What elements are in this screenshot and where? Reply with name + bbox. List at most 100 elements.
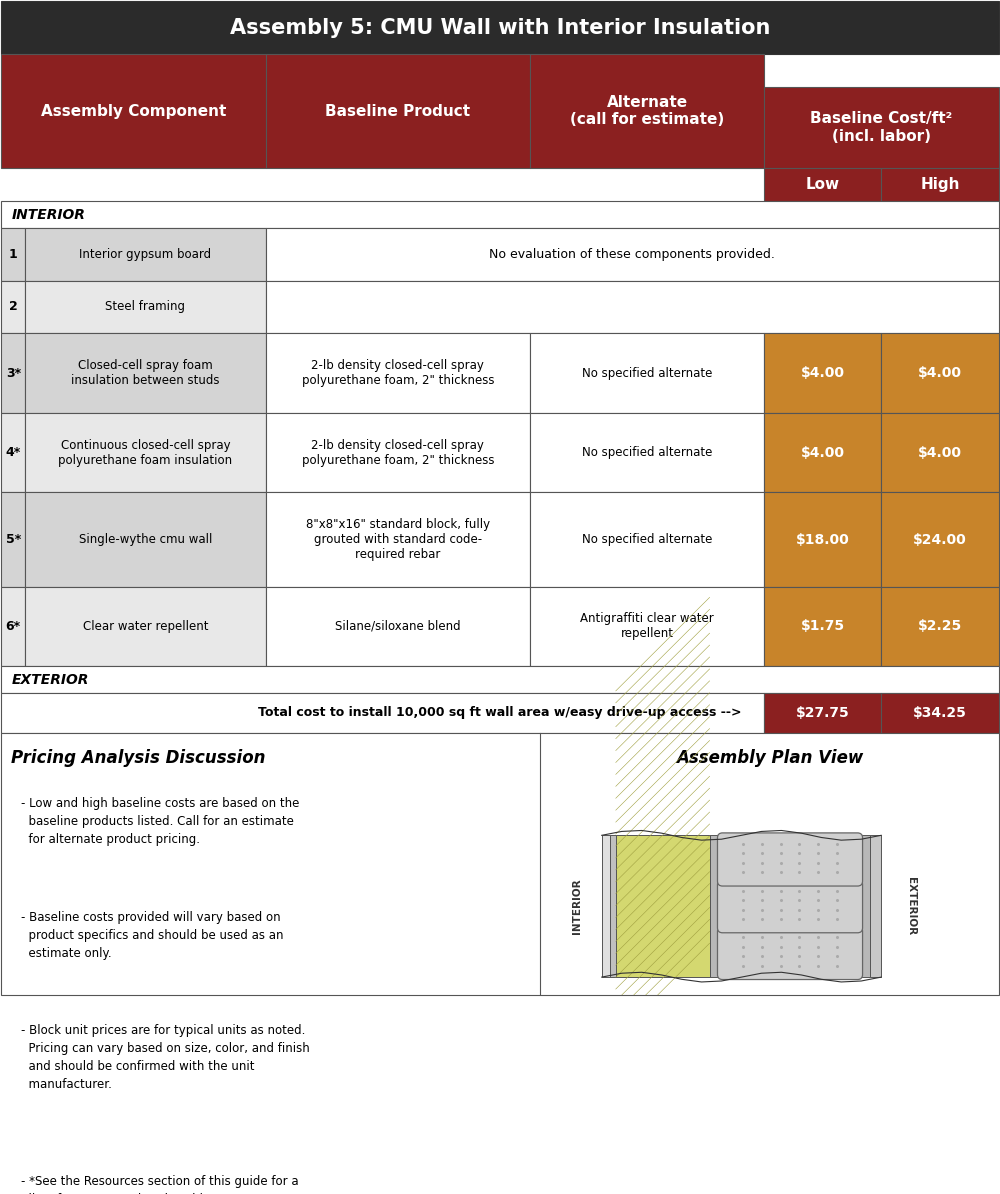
Bar — [25, 228, 266, 281]
Text: Silane/siloxane blend: Silane/siloxane blend — [335, 620, 461, 633]
Text: INTERIOR: INTERIOR — [572, 879, 582, 934]
Bar — [881, 492, 999, 586]
Text: $27.75: $27.75 — [796, 706, 850, 720]
Text: 5*: 5* — [6, 533, 21, 546]
Bar — [710, 836, 870, 977]
Text: $34.25: $34.25 — [913, 706, 967, 720]
Bar — [1, 666, 999, 693]
Text: 6*: 6* — [6, 620, 21, 633]
Bar — [764, 413, 881, 492]
Text: Steel framing: Steel framing — [105, 301, 185, 314]
Bar — [764, 586, 881, 666]
Text: Assembly Plan View: Assembly Plan View — [676, 749, 863, 767]
Text: $1.75: $1.75 — [801, 620, 845, 634]
Text: $2.25: $2.25 — [918, 620, 962, 634]
Text: - Block unit prices are for typical units as noted.
  Pricing can vary based on : - Block unit prices are for typical unit… — [21, 1024, 310, 1091]
Text: - Baseline costs provided will vary based on
  product specifics and should be u: - Baseline costs provided will vary base… — [21, 911, 284, 960]
Bar — [1, 492, 25, 586]
Bar — [1, 201, 999, 228]
Text: No specified alternate: No specified alternate — [582, 447, 712, 458]
Bar — [764, 168, 881, 201]
Text: $4.00: $4.00 — [918, 367, 962, 380]
Bar — [25, 586, 266, 666]
Bar — [1, 333, 25, 413]
Text: EXTERIOR: EXTERIOR — [906, 878, 916, 935]
Text: Interior gypsum board: Interior gypsum board — [79, 248, 211, 260]
Bar — [530, 586, 764, 666]
Bar — [1, 693, 764, 733]
Text: Pricing Analysis Discussion: Pricing Analysis Discussion — [11, 749, 266, 767]
Text: - Low and high baseline costs are based on the
  baseline products listed. Call : - Low and high baseline costs are based … — [21, 798, 300, 847]
Bar — [881, 586, 999, 666]
Text: No specified alternate: No specified alternate — [582, 533, 712, 546]
Bar — [266, 333, 530, 413]
Text: 4*: 4* — [6, 447, 21, 458]
Bar — [1, 54, 266, 168]
Bar — [266, 228, 999, 281]
Text: Alternate
(call for estimate): Alternate (call for estimate) — [570, 96, 724, 128]
Bar — [764, 333, 881, 413]
Bar — [1, 413, 25, 492]
Text: $4.00: $4.00 — [801, 367, 845, 380]
Text: - *See the Resources section of this guide for a
  list of resources related to : - *See the Resources section of this gui… — [21, 1175, 299, 1194]
Text: 2-lb density closed-cell spray
polyurethane foam, 2" thickness: 2-lb density closed-cell spray polyureth… — [302, 359, 494, 387]
Bar — [266, 413, 530, 492]
Bar — [530, 333, 764, 413]
Bar — [1, 733, 999, 996]
Text: No specified alternate: No specified alternate — [582, 367, 712, 380]
Text: Baseline Product: Baseline Product — [325, 104, 470, 118]
Text: 2: 2 — [9, 301, 18, 314]
Bar — [1, 228, 25, 281]
Text: 1: 1 — [9, 248, 18, 260]
Text: Assembly 5: CMU Wall with Interior Insulation: Assembly 5: CMU Wall with Interior Insul… — [230, 18, 770, 38]
Bar — [881, 413, 999, 492]
Bar — [881, 693, 999, 733]
Text: $4.00: $4.00 — [918, 445, 962, 460]
Bar — [870, 836, 881, 977]
Bar — [530, 413, 764, 492]
Bar — [25, 333, 266, 413]
Bar — [266, 492, 530, 586]
Text: $4.00: $4.00 — [801, 445, 845, 460]
Text: $18.00: $18.00 — [796, 533, 850, 547]
Text: Clear water repellent: Clear water repellent — [83, 620, 208, 633]
Text: Single-wythe cmu wall: Single-wythe cmu wall — [79, 533, 212, 546]
Bar — [602, 836, 610, 977]
Bar — [610, 836, 616, 977]
Text: 2-lb density closed-cell spray
polyurethane foam, 2" thickness: 2-lb density closed-cell spray polyureth… — [302, 438, 494, 467]
Text: INTERIOR: INTERIOR — [11, 208, 85, 222]
Bar — [881, 168, 999, 201]
Bar — [1, 281, 25, 333]
Text: Low: Low — [806, 177, 840, 192]
Bar — [530, 492, 764, 586]
Text: Continuous closed-cell spray
polyurethane foam insulation: Continuous closed-cell spray polyurethan… — [58, 438, 232, 467]
Bar — [764, 87, 999, 168]
Bar — [530, 54, 764, 168]
Bar — [881, 333, 999, 413]
Bar — [1, 1, 999, 54]
Text: $24.00: $24.00 — [913, 533, 967, 547]
Bar — [266, 281, 999, 333]
Bar — [266, 54, 530, 168]
Text: Assembly Component: Assembly Component — [41, 104, 226, 118]
Text: High: High — [920, 177, 960, 192]
Text: Total cost to install 10,000 sq ft wall area w/easy drive-up access -->: Total cost to install 10,000 sq ft wall … — [258, 707, 741, 720]
Bar — [25, 281, 266, 333]
Text: 8"x8"x16" standard block, fully
grouted with standard code-
required rebar: 8"x8"x16" standard block, fully grouted … — [306, 518, 490, 561]
Bar — [764, 492, 881, 586]
Text: No evaluation of these components provided.: No evaluation of these components provid… — [489, 248, 775, 260]
Bar — [266, 586, 530, 666]
Bar — [25, 413, 266, 492]
Bar — [25, 492, 266, 586]
Bar — [764, 693, 881, 733]
FancyBboxPatch shape — [717, 833, 863, 886]
FancyBboxPatch shape — [717, 927, 863, 979]
Text: Closed-cell spray foam
insulation between studs: Closed-cell spray foam insulation betwee… — [71, 359, 220, 387]
FancyBboxPatch shape — [717, 880, 863, 933]
Text: EXTERIOR: EXTERIOR — [11, 672, 89, 687]
Bar — [1, 586, 25, 666]
Text: Antigraffiti clear water
repellent: Antigraffiti clear water repellent — [580, 613, 714, 640]
Text: 3*: 3* — [6, 367, 21, 380]
Text: Baseline Cost/ft²
(incl. labor): Baseline Cost/ft² (incl. labor) — [810, 111, 953, 143]
Bar — [616, 836, 710, 977]
